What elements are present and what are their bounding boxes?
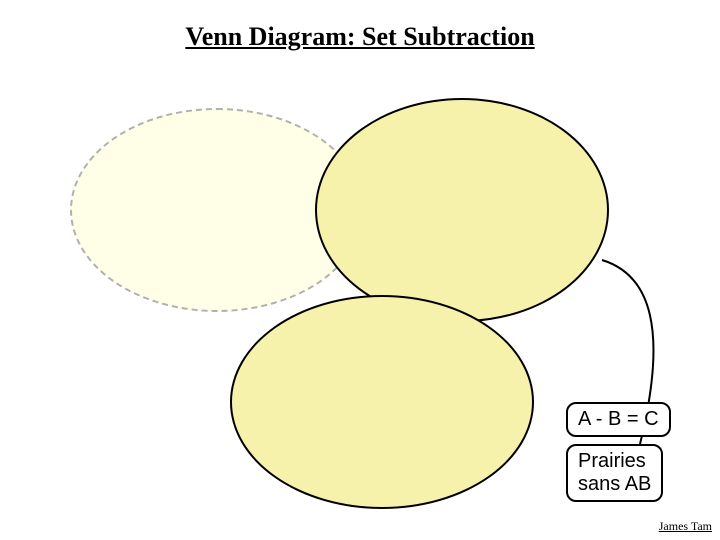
equation-box: A - B = C [566, 402, 671, 437]
caption-box: Prairies sans AB [566, 444, 663, 502]
equation-text: A - B = C [578, 408, 659, 430]
caption-line-2: sans AB [578, 473, 651, 495]
author-credit: James Tam [659, 519, 712, 534]
venn-set-b [315, 98, 609, 322]
diagram-title: Venn Diagram: Set Subtraction [0, 22, 720, 52]
diagram-canvas: Venn Diagram: Set Subtraction A - B = C … [0, 0, 720, 540]
venn-set-c [230, 295, 534, 509]
caption-line-1: Prairies [578, 450, 646, 472]
